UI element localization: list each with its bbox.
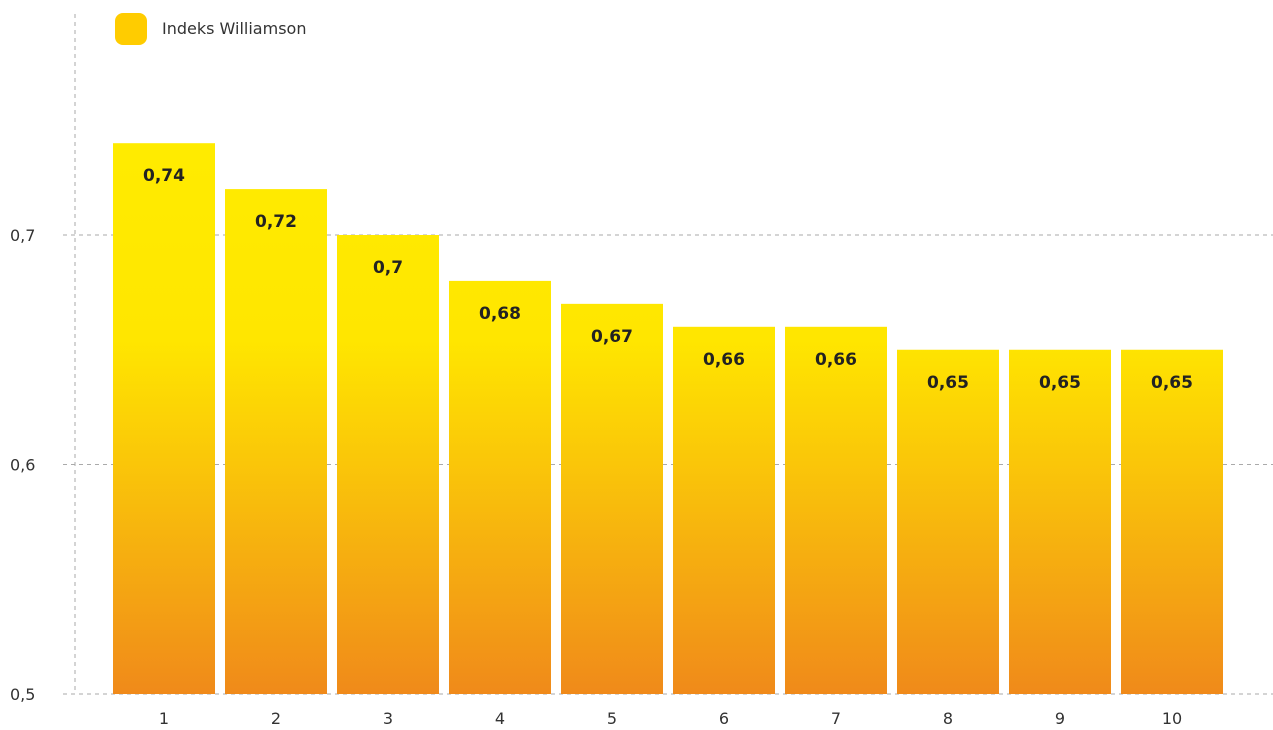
y-tick-label: 0,6 bbox=[10, 456, 35, 475]
bar-8 bbox=[897, 349, 999, 694]
bar-2 bbox=[225, 189, 327, 694]
x-tick-label: 7 bbox=[831, 709, 841, 728]
bars bbox=[113, 143, 1223, 694]
y-axis: 0,5 0,6 0,7 bbox=[10, 226, 35, 704]
bar-10 bbox=[1121, 349, 1223, 694]
x-tick-label: 10 bbox=[1162, 709, 1182, 728]
bar-4 bbox=[449, 280, 551, 694]
x-tick-label: 5 bbox=[607, 709, 617, 728]
bar-9 bbox=[1009, 349, 1111, 694]
y-tick-label: 0,5 bbox=[10, 685, 35, 704]
legend-swatch bbox=[115, 13, 147, 45]
x-tick-label: 8 bbox=[943, 709, 953, 728]
data-label: 0,74 bbox=[143, 166, 185, 186]
data-label: 0,65 bbox=[1151, 373, 1193, 393]
y-tick-label: 0,7 bbox=[10, 226, 35, 245]
bar-6 bbox=[673, 326, 775, 694]
legend: Indeks Williamson bbox=[115, 13, 306, 45]
x-tick-label: 3 bbox=[383, 709, 393, 728]
bar-5 bbox=[561, 303, 663, 694]
x-tick-label: 4 bbox=[495, 709, 505, 728]
bar-3 bbox=[337, 235, 439, 694]
data-label: 0,65 bbox=[927, 373, 969, 393]
x-tick-label: 1 bbox=[159, 709, 169, 728]
x-tick-label: 9 bbox=[1055, 709, 1065, 728]
bar-1 bbox=[113, 143, 215, 694]
x-axis: 1 2 3 4 5 6 7 8 9 10 bbox=[159, 709, 1182, 728]
x-tick-label: 2 bbox=[271, 709, 281, 728]
bar-7 bbox=[785, 326, 887, 694]
data-label: 0,67 bbox=[591, 327, 633, 347]
data-label: 0,65 bbox=[1039, 373, 1081, 393]
x-tick-label: 6 bbox=[719, 709, 729, 728]
legend-label: Indeks Williamson bbox=[162, 19, 306, 38]
data-label: 0,68 bbox=[479, 304, 521, 324]
data-label: 0,66 bbox=[815, 350, 857, 370]
data-label: 0,72 bbox=[255, 212, 297, 232]
data-label: 0,66 bbox=[703, 350, 745, 370]
data-labels: 0,74 0,72 0,7 0,68 0,67 0,66 0,66 0,65 0,65 0,65 bbox=[143, 166, 1193, 393]
data-label: 0,7 bbox=[373, 258, 403, 278]
